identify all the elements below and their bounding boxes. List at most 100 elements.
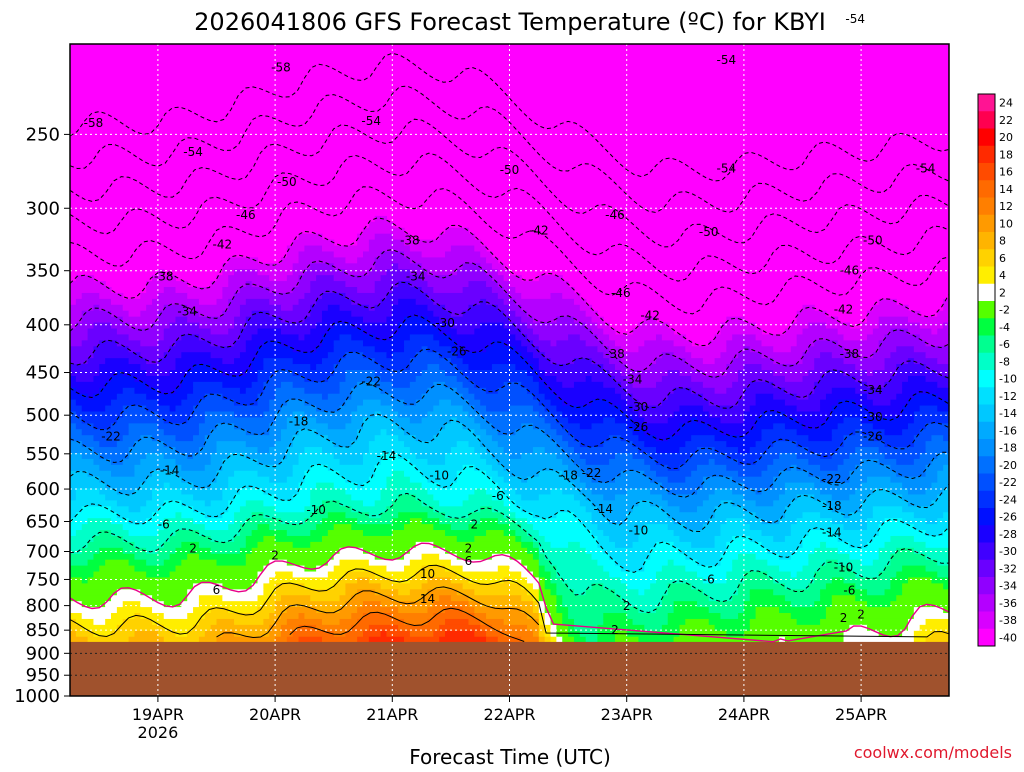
field-cell (820, 488, 856, 496)
field-cell (884, 541, 927, 549)
field-cell (919, 322, 944, 330)
field-cell (269, 476, 288, 484)
field-cell (269, 375, 305, 383)
field-cell (767, 464, 792, 472)
field-cell (357, 239, 370, 247)
y-tick-label: 700 (26, 542, 60, 563)
field-cell (163, 524, 206, 531)
field-cell (263, 340, 282, 347)
field-cell (345, 601, 364, 608)
field-cell (298, 257, 347, 264)
field-cell (720, 328, 763, 336)
field-cell (87, 328, 118, 336)
field-cell (790, 464, 798, 472)
field-cell (146, 393, 188, 401)
field-cell (152, 275, 177, 282)
field-cell (357, 405, 393, 413)
field-cell (620, 577, 657, 584)
field-cell (579, 304, 593, 312)
field-cell (761, 530, 792, 537)
field-cell (820, 352, 833, 359)
field-cell (667, 512, 716, 519)
field-cell (626, 411, 640, 419)
field-cell (609, 518, 628, 525)
field-cell (374, 370, 423, 377)
field-cell (210, 482, 229, 490)
field-cell (544, 381, 563, 389)
field-cell (415, 352, 440, 359)
colorbar-label: 24 (999, 97, 1013, 110)
field-cell (814, 364, 856, 371)
field-cell (363, 500, 376, 507)
field-cell (656, 470, 692, 478)
field-cell (831, 352, 856, 359)
field-cell (556, 417, 569, 424)
field-cell (70, 429, 83, 436)
field-cell (310, 464, 329, 472)
colorbar-label: -30 (999, 545, 1017, 558)
field-cell (140, 458, 177, 466)
contour-label: -54 (361, 114, 381, 128)
field-cell (456, 328, 475, 336)
field-cell (749, 346, 774, 353)
field-cell (521, 541, 534, 549)
field-cell (421, 275, 493, 282)
field-cell (245, 500, 264, 507)
field-cell (521, 340, 534, 347)
field-cell (316, 364, 335, 371)
field-cell (140, 292, 159, 300)
field-cell (907, 423, 927, 430)
field-cell (269, 423, 288, 430)
field-cell (398, 423, 446, 430)
field-cell (861, 458, 880, 466)
field-cell (503, 298, 516, 306)
field-cell (679, 624, 716, 632)
field-cell (814, 381, 868, 389)
field-cell (521, 636, 540, 644)
field-cell (474, 245, 487, 253)
field-cell (398, 281, 411, 288)
field-cell (374, 553, 405, 561)
field-cell (796, 494, 815, 501)
field-cell (450, 524, 470, 531)
field-cell (931, 577, 950, 584)
field-cell (884, 589, 903, 596)
field-cell (509, 316, 522, 324)
contour-label: -46 (605, 208, 625, 222)
field-cell (515, 364, 534, 371)
field-cell (708, 340, 727, 347)
field-cell (661, 595, 710, 602)
field-cell (708, 494, 745, 501)
field-cell (116, 512, 153, 519)
field-cell (796, 393, 809, 401)
field-cell (415, 399, 440, 407)
field-cell (527, 624, 540, 632)
field-cell (134, 613, 141, 620)
field-cell (738, 352, 763, 359)
field-cell (579, 464, 651, 472)
field-cell (755, 399, 786, 407)
field-cell (357, 577, 370, 584)
field-cell (884, 441, 915, 448)
field-cell (234, 322, 247, 330)
field-cell (573, 447, 640, 454)
chart-title: 2026041806 GFS Forecast Temperature (ºC)… (194, 8, 826, 36)
field-cell (450, 245, 475, 253)
field-cell (486, 636, 499, 644)
field-cell (245, 553, 335, 561)
field-cell (468, 595, 522, 602)
field-cell (544, 447, 563, 454)
field-cell (831, 435, 845, 442)
field-cell (591, 530, 604, 537)
field-cell (896, 470, 927, 478)
field-cell (913, 441, 927, 448)
field-cell (445, 530, 487, 537)
field-cell (339, 387, 352, 395)
field-cell (450, 334, 516, 341)
field-cell (310, 287, 358, 294)
field-cell (257, 447, 270, 454)
field-cell (210, 607, 229, 614)
field-cell (263, 601, 276, 608)
field-cell (327, 328, 364, 336)
field-cell (761, 340, 798, 347)
